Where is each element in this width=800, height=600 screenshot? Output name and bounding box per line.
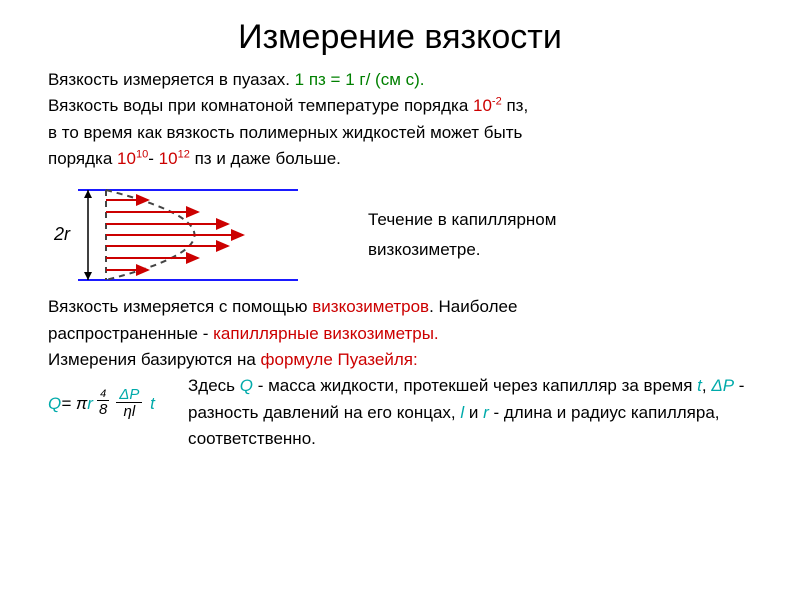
text: Вязкость измеряется с помощью bbox=[48, 297, 312, 316]
body-paragraph: Вязкость измеряется с помощью визкозимет… bbox=[48, 294, 760, 373]
text: в то время как вязкость полимерных жидко… bbox=[48, 123, 522, 142]
val-exp: 10 bbox=[136, 148, 148, 160]
figure-caption: Течение в капиллярном визкозиметре. bbox=[368, 205, 556, 266]
poiseuille-formula: Q = πr 4 8 ΔP ηl t bbox=[48, 373, 188, 421]
sym-r: r bbox=[87, 394, 93, 414]
figure-row: 2r Течение в капиллярном визкозиметре. bbox=[48, 180, 760, 290]
eq: = π bbox=[61, 394, 87, 414]
sym: ΔP bbox=[711, 376, 734, 395]
sym-dP: ΔP bbox=[119, 386, 139, 403]
page-title: Измерение вязкости bbox=[0, 0, 800, 67]
caption-line: Течение в капиллярном bbox=[368, 210, 556, 229]
formula-description: Здесь Q - масса жидкости, протекшей чере… bbox=[188, 373, 760, 452]
text: Вязкость воды при комнатоной температуре… bbox=[48, 96, 473, 115]
intro-paragraph: Вязкость измеряется в пуазах. 1 пз = 1 г… bbox=[48, 67, 760, 172]
val-exp: -2 bbox=[492, 96, 502, 108]
val-base: 10 bbox=[159, 149, 178, 168]
keyword: капиллярные визкозиметры. bbox=[213, 324, 439, 343]
text: порядка bbox=[48, 149, 117, 168]
val-base: 10 bbox=[473, 96, 492, 115]
text: - bbox=[148, 149, 158, 168]
text: . Наиболее bbox=[429, 297, 517, 316]
keyword: формуле Пуазейля: bbox=[261, 350, 418, 369]
r-exp: 4 bbox=[97, 389, 109, 401]
text: пз, bbox=[502, 96, 528, 115]
capillary-flow-diagram: 2r bbox=[48, 180, 308, 290]
sym-t: t bbox=[150, 394, 155, 414]
text: , bbox=[702, 376, 711, 395]
text: Измерения базируются на bbox=[48, 350, 261, 369]
svg-text:2r: 2r bbox=[53, 224, 71, 244]
text: и bbox=[464, 403, 483, 422]
content-block: Вязкость измеряется в пуазах. 1 пз = 1 г… bbox=[0, 67, 800, 452]
frac-r4-8: 4 8 bbox=[96, 389, 110, 419]
caption-line: визкозиметре. bbox=[368, 240, 481, 259]
text: Здесь bbox=[188, 376, 240, 395]
text: Вязкость измеряется в пуазах. bbox=[48, 70, 295, 89]
val-base: 10 bbox=[117, 149, 136, 168]
eight: 8 bbox=[96, 401, 110, 419]
unit-def: 1 пз = 1 г/ (см с). bbox=[295, 70, 425, 89]
keyword: визкозиметров bbox=[312, 297, 429, 316]
text: распространенные - bbox=[48, 324, 213, 343]
frac-dp-etal: ΔP ηl bbox=[116, 387, 142, 421]
text: - масса жидкости, протекшей через капилл… bbox=[253, 376, 697, 395]
val-exp: 12 bbox=[178, 148, 190, 160]
sym-Q: Q bbox=[48, 394, 61, 414]
sym: Q bbox=[240, 376, 253, 395]
eta-l: ηl bbox=[124, 403, 136, 420]
formula-row: Q = πr 4 8 ΔP ηl t Здесь Q - масса жидко… bbox=[48, 373, 760, 452]
text: пз и даже больше. bbox=[190, 149, 341, 168]
